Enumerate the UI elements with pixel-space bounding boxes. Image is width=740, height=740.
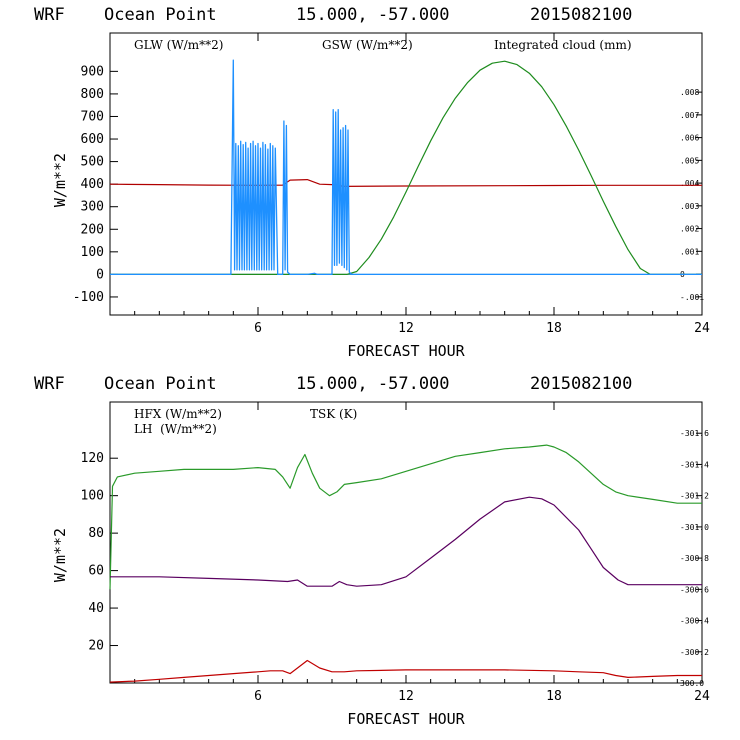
top-header-date: 2015082100 [530,5,632,25]
top-series-glw-line [109,179,702,187]
bottom-y-tick-label: 60 [88,564,104,579]
bottom-y-tick-label: 40 [88,601,104,616]
top-right-tick-label: .002 [680,225,699,234]
legend-cloud: Integrated cloud (mm) [494,38,632,52]
top-right-tick-label: .008 [680,88,699,97]
top-xlabel: FORECAST HOUR [347,342,465,360]
top-y-tick-label: 400 [81,177,104,192]
bottom-header-coords: 15.000, -57.000 [296,374,450,394]
top-plot-frame [109,32,703,316]
bottom-right-tick-label: -300.8 [680,554,709,563]
bottom-right-tick-label: -301.2 [680,492,709,501]
top-right-tick-label: .004 [680,179,699,188]
bottom-right-tick-label: -301.0 [680,523,709,532]
top-y-tick-label: 0 [96,267,104,282]
bottom-header-date: 2015082100 [530,374,632,394]
top-right-tick-label: .005 [680,156,699,165]
top-header-coords: 15.000, -57.000 [296,5,450,25]
top-header-location: Ocean Point [104,5,217,25]
top-y-tick-label: 800 [81,87,104,102]
legend-gsw: GSW (W/m**2) [322,38,413,52]
top-right-tick-label: .001 [680,247,699,256]
bottom-right-tick-label: -300.4 [680,617,709,626]
top-x-tick-label: 24 [694,321,710,336]
bottom-right-tick-label: -300.6 [680,585,709,594]
bottom-ylabel: W/m**2 [51,528,69,582]
bottom-right-tick-label: 300.0 [680,679,704,688]
legend-tsk: TSK (K) [310,407,357,421]
top-right-tick-label: .003 [680,202,699,211]
bottom-x-tick-label: 6 [254,689,262,704]
bottom-y-tick-label: 20 [88,639,104,654]
legend-hfx: HFX (W/m**2) [134,407,222,421]
bottom-header-location: Ocean Point [104,374,217,394]
top-y-tick-label: 200 [81,222,104,237]
bottom-y-tick-label: 120 [81,451,104,466]
bottom-right-tick-label: -300.2 [680,648,709,657]
top-y-tick-label: 100 [81,245,104,260]
top-header-model: WRF [34,5,65,25]
bottom-right-tick-label: -301.4 [680,460,709,469]
top-y-tick-label: 300 [81,200,104,215]
top-x-tick-label: 6 [254,321,262,336]
top-y-tick-label: 900 [81,64,104,79]
bottom-series-hfx-line [109,659,702,683]
bottom-header-model: WRF [34,374,65,394]
top-series-cloud-line [110,59,702,276]
bottom-series-lh-line [109,444,702,590]
top-right-tick-label: .007 [680,111,699,120]
top-ylabel: W/m**2 [51,153,69,207]
top-y-tick-label: 500 [81,155,104,170]
top-right-tick-label: -.001 [680,293,704,302]
top-x-tick-label: 18 [546,321,562,336]
bottom-y-tick-label: 100 [81,489,104,504]
bottom-right-tick-label: -301.6 [680,429,709,438]
bottom-plot-frame [109,401,703,684]
bottom-panel: WRF Ocean Point 15.000, -57.000 20150821… [34,374,710,728]
top-plot-area: 6 12 18 24 -100 0 100 200 300 400 500 600 700 800 900 -… [73,32,710,336]
bottom-series-tsk-line [110,496,702,587]
bottom-y-tick-label: 80 [88,526,104,541]
bottom-x-tick-label: 24 [694,689,710,704]
bottom-x-tick-label: 18 [546,689,562,704]
top-series-gsw-line [110,60,702,275]
legend-lh: LH (W/m**2) [134,422,217,436]
top-x-tick-label: 12 [398,321,414,336]
bottom-x-tick-label: 12 [398,689,414,704]
top-y-tick-label: 600 [81,132,104,147]
top-panel: WRF Ocean Point 15.000, -57.000 20150821… [34,5,710,360]
bottom-xlabel: FORECAST HOUR [347,710,465,728]
legend-glw: GLW (W/m**2) [134,38,223,52]
top-right-tick-label: .006 [680,134,699,143]
top-y-tick-label: 700 [81,109,104,124]
top-y-tick-label: -100 [73,290,104,305]
bottom-plot-area: 6 12 18 24 20 40 60 80 100 120 300.0 -300.2 -300.4 -3… [81,401,710,704]
